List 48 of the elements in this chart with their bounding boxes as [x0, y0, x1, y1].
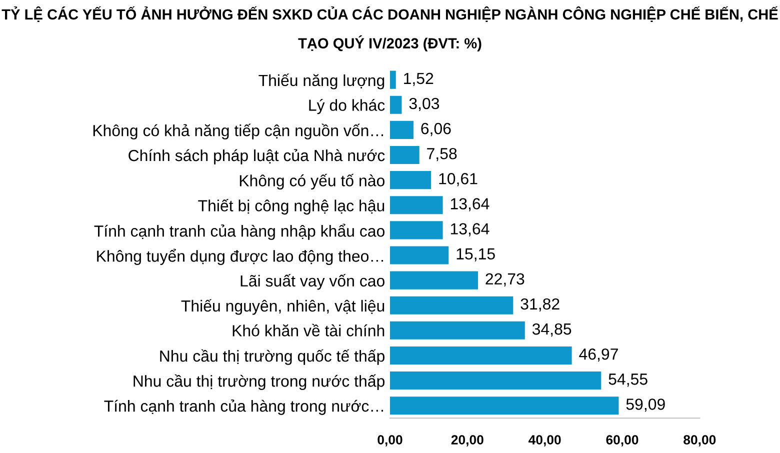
y-tick-label: Thiết bị công nghệ lạc hậu: [198, 198, 384, 215]
data-label: 1,52: [404, 72, 434, 86]
y-tick-label: Không tuyển dụng được lao động theo…: [97, 248, 383, 265]
bar: [390, 346, 572, 364]
x-tick-label: 80,00: [684, 435, 716, 446]
y-tick-label: Lãi suất vay vốn cao: [240, 274, 384, 290]
chart-title: TỶ LỆ CÁC YẾU TỐ ẢNH HƯỞNG ĐẾN SXKD CỦA CÁC DOANH NGHIỆP NGÀNH CÔNG NGHIỆP CHẾ BIẾN, CHẾ TẠO QUÝ IV/2023 (ĐVT: %): [2, 6, 778, 52]
bar: [390, 171, 432, 190]
bar: [390, 120, 414, 139]
bar: [390, 372, 602, 390]
data-label: 7,58: [427, 148, 457, 162]
data-label: 31,82: [520, 298, 560, 312]
data-label: 13,64: [450, 223, 490, 236]
bar: [390, 271, 478, 290]
bar: [390, 321, 525, 340]
bar: [390, 296, 514, 314]
data-label: 46,97: [579, 348, 618, 362]
data-label: 10,61: [439, 173, 478, 186]
y-tick-label: Tính cạnh tranh của hàng nhập khẩu cao: [94, 224, 384, 240]
y-tick-label: Lý do khác: [309, 98, 385, 114]
bar: [390, 221, 443, 240]
y-tick-label: Khó khăn về tài chính: [232, 324, 384, 336]
bar: [390, 396, 619, 415]
bar: [390, 96, 402, 114]
data-label: 22,73: [486, 273, 524, 286]
bar: [390, 146, 420, 164]
x-tick-label: 0,00: [378, 435, 402, 446]
x-tick-label: 60,00: [606, 435, 638, 446]
data-label: 59,09: [626, 398, 665, 412]
x-tick-label: 20,00: [451, 435, 484, 446]
y-tick-label: Không có yếu tố nào: [240, 174, 384, 190]
data-label: 13,64: [450, 198, 490, 212]
y-tick-label: Không có khả năng tiếp cận nguồn vốn…: [93, 124, 383, 140]
x-tick-label: 40,00: [528, 435, 561, 446]
bar: [390, 246, 449, 264]
data-label: 34,85: [532, 323, 572, 337]
data-label: 15,15: [456, 248, 495, 262]
data-label: 6,06: [421, 122, 451, 136]
bar: [390, 70, 396, 89]
bar: [390, 196, 443, 214]
y-tick-label: Nhu cầu thị trường trong nước thấp: [134, 374, 384, 390]
y-tick-label: Thiếu nguyên, nhiên, vật liệu: [181, 299, 384, 315]
data-label: 3,03: [409, 98, 440, 112]
y-tick-label: Tính cạnh tranh của hàng trong nước…: [104, 400, 383, 415]
y-tick-label: Thiếu năng lượng: [258, 74, 384, 90]
y-tick-label: Chính sách pháp luật của Nhà nước: [128, 148, 385, 164]
y-tick-label: Nhu cầu thị trường quốc tế thấp: [160, 349, 384, 365]
data-label: 54,55: [608, 374, 648, 387]
